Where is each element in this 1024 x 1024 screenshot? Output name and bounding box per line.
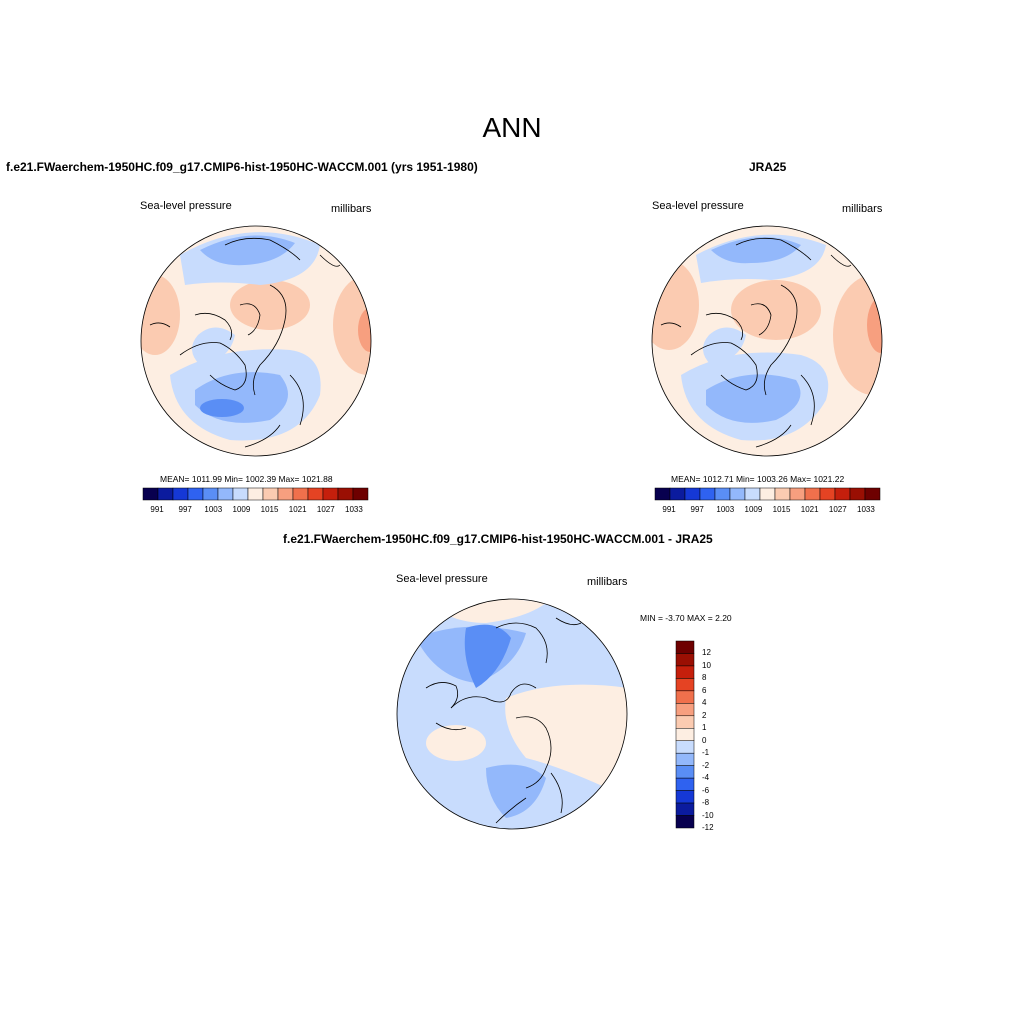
model-polar-map (140, 225, 372, 457)
model-stats: MEAN= 1011.99 Min= 1002.39 Max= 1021.88 (160, 474, 333, 484)
diff-colorbar-label: 4 (702, 698, 706, 707)
model-colorbar-swatch (263, 488, 278, 500)
obs-colorbar-label: 1021 (796, 505, 824, 514)
obs-colorbar-swatch (820, 488, 835, 500)
model-colorbar-swatch (143, 488, 158, 500)
model-colorbar-swatch (233, 488, 248, 500)
diff-colorbar-swatch (676, 778, 694, 790)
model-variable-label: Sea-level pressure (140, 200, 232, 212)
diff-colorbar-label: 8 (702, 673, 706, 682)
obs-colorbar-swatch (760, 488, 775, 500)
diff-colorbar-swatch (676, 653, 694, 665)
obs-polar-map (651, 225, 883, 457)
model-colorbar-label: 1003 (199, 505, 227, 514)
diff-stats: MIN = -3.70 MAX = 2.20 (640, 613, 732, 623)
model-colorbar-label: 1021 (284, 505, 312, 514)
diff-colorbar-swatch (676, 728, 694, 740)
model-colorbar-swatch (248, 488, 263, 500)
diff-colorbar-swatch (676, 753, 694, 765)
diff-colorbar-swatch (676, 816, 694, 828)
diff-colorbar-label: 6 (702, 686, 706, 695)
model-colorbar-label: 1015 (256, 505, 284, 514)
obs-colorbar-label: 997 (683, 505, 711, 514)
model-colorbar-labels: 991 997 1003 1009 1015 1021 1027 1033 (143, 505, 368, 514)
obs-colorbar-swatch (670, 488, 685, 500)
diff-colorbar-label: 10 (702, 661, 711, 670)
model-colorbar-label: 1027 (312, 505, 340, 514)
diff-colorbar-swatch (676, 666, 694, 678)
obs-colorbar-swatch (715, 488, 730, 500)
obs-colorbar-swatch (685, 488, 700, 500)
diff-colorbar-swatch (676, 641, 694, 653)
diff-colorbar-label: 2 (702, 711, 706, 720)
model-colorbar-swatch (323, 488, 338, 500)
model-colorbar-swatch (188, 488, 203, 500)
diff-colorbar-swatch (676, 691, 694, 703)
obs-stats: MEAN= 1012.71 Min= 1003.26 Max= 1021.22 (671, 474, 844, 484)
diff-polar-map (396, 598, 628, 830)
obs-colorbar-label: 1027 (824, 505, 852, 514)
diff-colorbar-label: 12 (702, 648, 711, 657)
diff-colorbar-swatch (676, 703, 694, 715)
obs-colorbar-label: 1015 (768, 505, 796, 514)
model-colorbar-label: 991 (143, 505, 171, 514)
figure-title: ANN (0, 112, 1024, 144)
obs-colorbar-swatch (805, 488, 820, 500)
obs-variable-label: Sea-level pressure (652, 200, 744, 212)
model-colorbar-swatch (158, 488, 173, 500)
obs-colorbar-swatch (745, 488, 760, 500)
diff-colorbar-swatch (676, 678, 694, 690)
model-colorbar-swatch (353, 488, 368, 500)
diff-colorbar-label: -6 (702, 786, 709, 795)
model-colorbar-swatch (293, 488, 308, 500)
diff-colorbar-swatch (676, 791, 694, 803)
diff-units-label: millibars (587, 576, 627, 588)
obs-colorbar-swatch (790, 488, 805, 500)
model-colorbar-swatch (308, 488, 323, 500)
obs-colorbar-swatch (865, 488, 880, 500)
obs-colorbar-swatch (775, 488, 790, 500)
model-colorbar-label: 1033 (340, 505, 368, 514)
obs-colorbar-swatch (850, 488, 865, 500)
diff-colorbar-swatch (676, 766, 694, 778)
obs-colorbar-swatch (700, 488, 715, 500)
model-colorbar-label: 1009 (227, 505, 255, 514)
diff-colorbar-label: -1 (702, 748, 709, 757)
diff-colorbar-label: -4 (702, 773, 709, 782)
model-colorbar-label: 997 (171, 505, 199, 514)
obs-colorbar-label: 1003 (711, 505, 739, 514)
obs-colorbar-label: 1009 (739, 505, 767, 514)
diff-colorbar-labels: 12 10 8 6 4 2 1 0 -1 -2 -4 -6 -8 -10 -12 (702, 641, 742, 828)
obs-colorbar-labels: 991 997 1003 1009 1015 1021 1027 1033 (655, 505, 880, 514)
model-colorbar-swatch (173, 488, 188, 500)
diff-colorbar-swatch (676, 803, 694, 815)
obs-panel-title: JRA25 (749, 160, 786, 174)
model-colorbar-swatch (218, 488, 233, 500)
diff-colorbar-label: -8 (702, 798, 709, 807)
model-colorbar-swatch (338, 488, 353, 500)
model-panel-title: f.e21.FWaerchem-1950HC.f09_g17.CMIP6-his… (6, 160, 478, 174)
diff-panel-title: f.e21.FWaerchem-1950HC.f09_g17.CMIP6-his… (283, 532, 713, 546)
diff-colorbar-label: 1 (702, 723, 706, 732)
obs-colorbar (655, 488, 880, 500)
obs-colorbar-swatch (835, 488, 850, 500)
obs-colorbar-swatch (655, 488, 670, 500)
diff-colorbar (676, 641, 694, 828)
model-colorbar (143, 488, 368, 500)
diff-colorbar-swatch (676, 741, 694, 753)
obs-colorbar-label: 991 (655, 505, 683, 514)
obs-colorbar-swatch (730, 488, 745, 500)
diff-colorbar-label: -12 (702, 823, 714, 832)
model-colorbar-swatch (278, 488, 293, 500)
model-units-label: millibars (331, 203, 371, 215)
diff-colorbar-label: 0 (702, 736, 706, 745)
diff-colorbar-label: -2 (702, 761, 709, 770)
obs-units-label: millibars (842, 203, 882, 215)
diff-colorbar-label: -10 (702, 811, 714, 820)
model-colorbar-swatch (203, 488, 218, 500)
obs-colorbar-label: 1033 (852, 505, 880, 514)
diff-variable-label: Sea-level pressure (396, 573, 488, 585)
diff-colorbar-swatch (676, 716, 694, 728)
